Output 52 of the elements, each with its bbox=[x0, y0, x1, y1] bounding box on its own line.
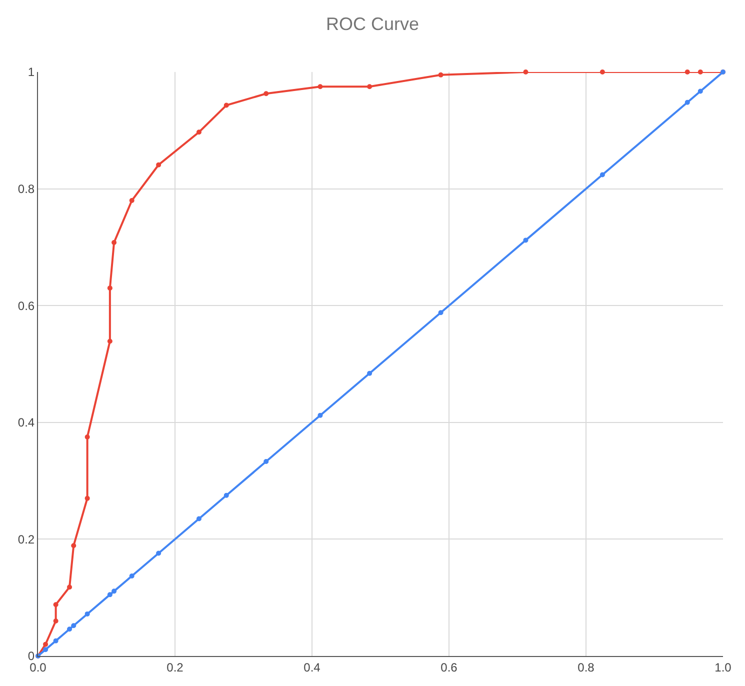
point bbox=[698, 70, 703, 74]
y-tick-label: 0.8 bbox=[18, 182, 35, 196]
y-tick-label: 0.4 bbox=[18, 416, 35, 430]
x-tick-label: 1.0 bbox=[714, 660, 732, 674]
point bbox=[71, 543, 76, 548]
point bbox=[112, 588, 117, 594]
x-tick-label: 0.2 bbox=[166, 660, 184, 674]
point bbox=[112, 240, 117, 246]
point bbox=[129, 198, 134, 203]
point bbox=[53, 638, 58, 644]
point bbox=[224, 492, 229, 498]
y-tick-label: 0.2 bbox=[18, 532, 35, 546]
chart-title: ROC Curve bbox=[326, 14, 420, 34]
point bbox=[53, 602, 58, 608]
point bbox=[53, 618, 58, 624]
point bbox=[600, 172, 605, 178]
point bbox=[107, 338, 112, 344]
point bbox=[84, 434, 90, 440]
point bbox=[224, 102, 229, 108]
point bbox=[107, 592, 112, 598]
point bbox=[318, 412, 323, 418]
point bbox=[367, 370, 372, 376]
x-tick-label: 0.8 bbox=[578, 660, 595, 674]
point bbox=[684, 70, 690, 74]
point bbox=[196, 516, 202, 522]
point bbox=[196, 130, 202, 135]
point bbox=[84, 611, 90, 616]
y-tick-label: 0.6 bbox=[18, 298, 35, 313]
point bbox=[84, 496, 90, 501]
point bbox=[43, 647, 48, 652]
point bbox=[684, 100, 690, 105]
x-tick-label: 0.4 bbox=[304, 660, 321, 674]
point bbox=[129, 573, 134, 578]
point bbox=[698, 88, 703, 94]
point bbox=[523, 70, 528, 74]
point bbox=[43, 642, 48, 647]
point bbox=[67, 584, 72, 590]
point bbox=[67, 626, 72, 632]
y-tick-label: 1 bbox=[28, 65, 35, 80]
point bbox=[264, 91, 269, 96]
point bbox=[71, 623, 76, 628]
point bbox=[318, 84, 323, 90]
point bbox=[438, 72, 444, 78]
point bbox=[367, 84, 372, 90]
point bbox=[156, 162, 162, 168]
x-tick-label: 0.6 bbox=[440, 660, 458, 674]
point bbox=[107, 286, 112, 291]
point bbox=[156, 550, 162, 556]
point bbox=[264, 459, 269, 464]
point bbox=[438, 310, 444, 316]
point bbox=[523, 238, 528, 243]
point bbox=[600, 70, 605, 74]
